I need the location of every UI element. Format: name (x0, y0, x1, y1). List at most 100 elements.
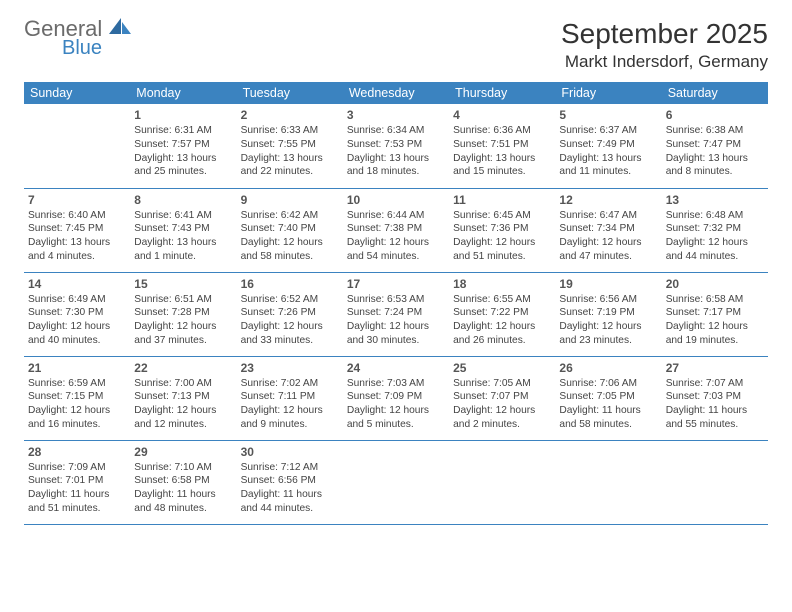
day-number: 16 (241, 276, 339, 292)
sunrise-text: Sunrise: 7:07 AM (666, 377, 764, 391)
daylight-text: Daylight: 11 hours and 58 minutes. (559, 404, 657, 432)
day-number: 30 (241, 444, 339, 460)
sunset-text: Sunset: 7:11 PM (241, 390, 339, 404)
day-number: 22 (134, 360, 232, 376)
daylight-text: Daylight: 12 hours and 19 minutes. (666, 320, 764, 348)
daylight-text: Daylight: 12 hours and 23 minutes. (559, 320, 657, 348)
sunrise-text: Sunrise: 6:36 AM (453, 124, 551, 138)
sunset-text: Sunset: 7:09 PM (347, 390, 445, 404)
sunrise-text: Sunrise: 6:56 AM (559, 293, 657, 307)
weekday-header: Friday (555, 82, 661, 104)
calendar-day-cell: 3Sunrise: 6:34 AMSunset: 7:53 PMDaylight… (343, 104, 449, 188)
sunset-text: Sunset: 7:43 PM (134, 222, 232, 236)
calendar-day-cell: 30Sunrise: 7:12 AMSunset: 6:56 PMDayligh… (237, 440, 343, 524)
sunset-text: Sunset: 7:34 PM (559, 222, 657, 236)
sunrise-text: Sunrise: 6:41 AM (134, 209, 232, 223)
sunrise-text: Sunrise: 7:00 AM (134, 377, 232, 391)
sunrise-text: Sunrise: 6:45 AM (453, 209, 551, 223)
daylight-text: Daylight: 13 hours and 18 minutes. (347, 152, 445, 180)
sunset-text: Sunset: 7:24 PM (347, 306, 445, 320)
calendar-day-cell: 16Sunrise: 6:52 AMSunset: 7:26 PMDayligh… (237, 272, 343, 356)
calendar-week-row: 7Sunrise: 6:40 AMSunset: 7:45 PMDaylight… (24, 188, 768, 272)
day-number: 5 (559, 107, 657, 123)
sunrise-text: Sunrise: 6:40 AM (28, 209, 126, 223)
weekday-header: Sunday (24, 82, 130, 104)
sunset-text: Sunset: 7:49 PM (559, 138, 657, 152)
daylight-text: Daylight: 13 hours and 11 minutes. (559, 152, 657, 180)
sunset-text: Sunset: 7:30 PM (28, 306, 126, 320)
calendar-day-cell (24, 104, 130, 188)
day-number: 9 (241, 192, 339, 208)
weekday-header: Tuesday (237, 82, 343, 104)
sunset-text: Sunset: 7:26 PM (241, 306, 339, 320)
sunset-text: Sunset: 7:01 PM (28, 474, 126, 488)
daylight-text: Daylight: 12 hours and 30 minutes. (347, 320, 445, 348)
sunrise-text: Sunrise: 7:10 AM (134, 461, 232, 475)
calendar-day-cell: 29Sunrise: 7:10 AMSunset: 6:58 PMDayligh… (130, 440, 236, 524)
sunrise-text: Sunrise: 6:44 AM (347, 209, 445, 223)
weekday-header: Saturday (662, 82, 768, 104)
daylight-text: Daylight: 12 hours and 44 minutes. (666, 236, 764, 264)
calendar-table: Sunday Monday Tuesday Wednesday Thursday… (24, 82, 768, 525)
daylight-text: Daylight: 13 hours and 22 minutes. (241, 152, 339, 180)
sunrise-text: Sunrise: 6:31 AM (134, 124, 232, 138)
calendar-day-cell: 9Sunrise: 6:42 AMSunset: 7:40 PMDaylight… (237, 188, 343, 272)
daylight-text: Daylight: 13 hours and 25 minutes. (134, 152, 232, 180)
day-number: 14 (28, 276, 126, 292)
day-number: 8 (134, 192, 232, 208)
weekday-header-row: Sunday Monday Tuesday Wednesday Thursday… (24, 82, 768, 104)
calendar-day-cell: 12Sunrise: 6:47 AMSunset: 7:34 PMDayligh… (555, 188, 661, 272)
day-number: 24 (347, 360, 445, 376)
sunset-text: Sunset: 7:40 PM (241, 222, 339, 236)
daylight-text: Daylight: 12 hours and 37 minutes. (134, 320, 232, 348)
day-number: 4 (453, 107, 551, 123)
logo-text: General Blue (24, 18, 131, 58)
calendar-day-cell: 5Sunrise: 6:37 AMSunset: 7:49 PMDaylight… (555, 104, 661, 188)
day-number: 17 (347, 276, 445, 292)
sunrise-text: Sunrise: 6:51 AM (134, 293, 232, 307)
daylight-text: Daylight: 11 hours and 44 minutes. (241, 488, 339, 516)
daylight-text: Daylight: 11 hours and 48 minutes. (134, 488, 232, 516)
day-number: 21 (28, 360, 126, 376)
calendar-day-cell: 23Sunrise: 7:02 AMSunset: 7:11 PMDayligh… (237, 356, 343, 440)
calendar-day-cell: 24Sunrise: 7:03 AMSunset: 7:09 PMDayligh… (343, 356, 449, 440)
calendar-day-cell: 17Sunrise: 6:53 AMSunset: 7:24 PMDayligh… (343, 272, 449, 356)
daylight-text: Daylight: 12 hours and 54 minutes. (347, 236, 445, 264)
daylight-text: Daylight: 12 hours and 12 minutes. (134, 404, 232, 432)
calendar-day-cell: 1Sunrise: 6:31 AMSunset: 7:57 PMDaylight… (130, 104, 236, 188)
weekday-header: Wednesday (343, 82, 449, 104)
calendar-day-cell: 19Sunrise: 6:56 AMSunset: 7:19 PMDayligh… (555, 272, 661, 356)
calendar-week-row: 1Sunrise: 6:31 AMSunset: 7:57 PMDaylight… (24, 104, 768, 188)
day-number: 28 (28, 444, 126, 460)
calendar-day-cell: 11Sunrise: 6:45 AMSunset: 7:36 PMDayligh… (449, 188, 555, 272)
day-number: 23 (241, 360, 339, 376)
sunset-text: Sunset: 7:07 PM (453, 390, 551, 404)
sunset-text: Sunset: 7:53 PM (347, 138, 445, 152)
day-number: 6 (666, 107, 764, 123)
logo-word-blue: Blue (62, 38, 131, 58)
weekday-header: Thursday (449, 82, 555, 104)
sunrise-text: Sunrise: 6:33 AM (241, 124, 339, 138)
calendar-day-cell: 20Sunrise: 6:58 AMSunset: 7:17 PMDayligh… (662, 272, 768, 356)
calendar-day-cell: 4Sunrise: 6:36 AMSunset: 7:51 PMDaylight… (449, 104, 555, 188)
day-number: 2 (241, 107, 339, 123)
sunrise-text: Sunrise: 6:58 AM (666, 293, 764, 307)
day-number: 29 (134, 444, 232, 460)
sunrise-text: Sunrise: 7:12 AM (241, 461, 339, 475)
day-number: 11 (453, 192, 551, 208)
day-number: 13 (666, 192, 764, 208)
daylight-text: Daylight: 12 hours and 9 minutes. (241, 404, 339, 432)
sunset-text: Sunset: 7:22 PM (453, 306, 551, 320)
day-number: 3 (347, 107, 445, 123)
daylight-text: Daylight: 12 hours and 51 minutes. (453, 236, 551, 264)
sunrise-text: Sunrise: 7:02 AM (241, 377, 339, 391)
sunrise-text: Sunrise: 6:53 AM (347, 293, 445, 307)
sunrise-text: Sunrise: 6:48 AM (666, 209, 764, 223)
day-number: 25 (453, 360, 551, 376)
calendar-week-row: 14Sunrise: 6:49 AMSunset: 7:30 PMDayligh… (24, 272, 768, 356)
daylight-text: Daylight: 13 hours and 15 minutes. (453, 152, 551, 180)
calendar-day-cell (662, 440, 768, 524)
sunset-text: Sunset: 6:56 PM (241, 474, 339, 488)
calendar-day-cell: 26Sunrise: 7:06 AMSunset: 7:05 PMDayligh… (555, 356, 661, 440)
sunrise-text: Sunrise: 6:59 AM (28, 377, 126, 391)
